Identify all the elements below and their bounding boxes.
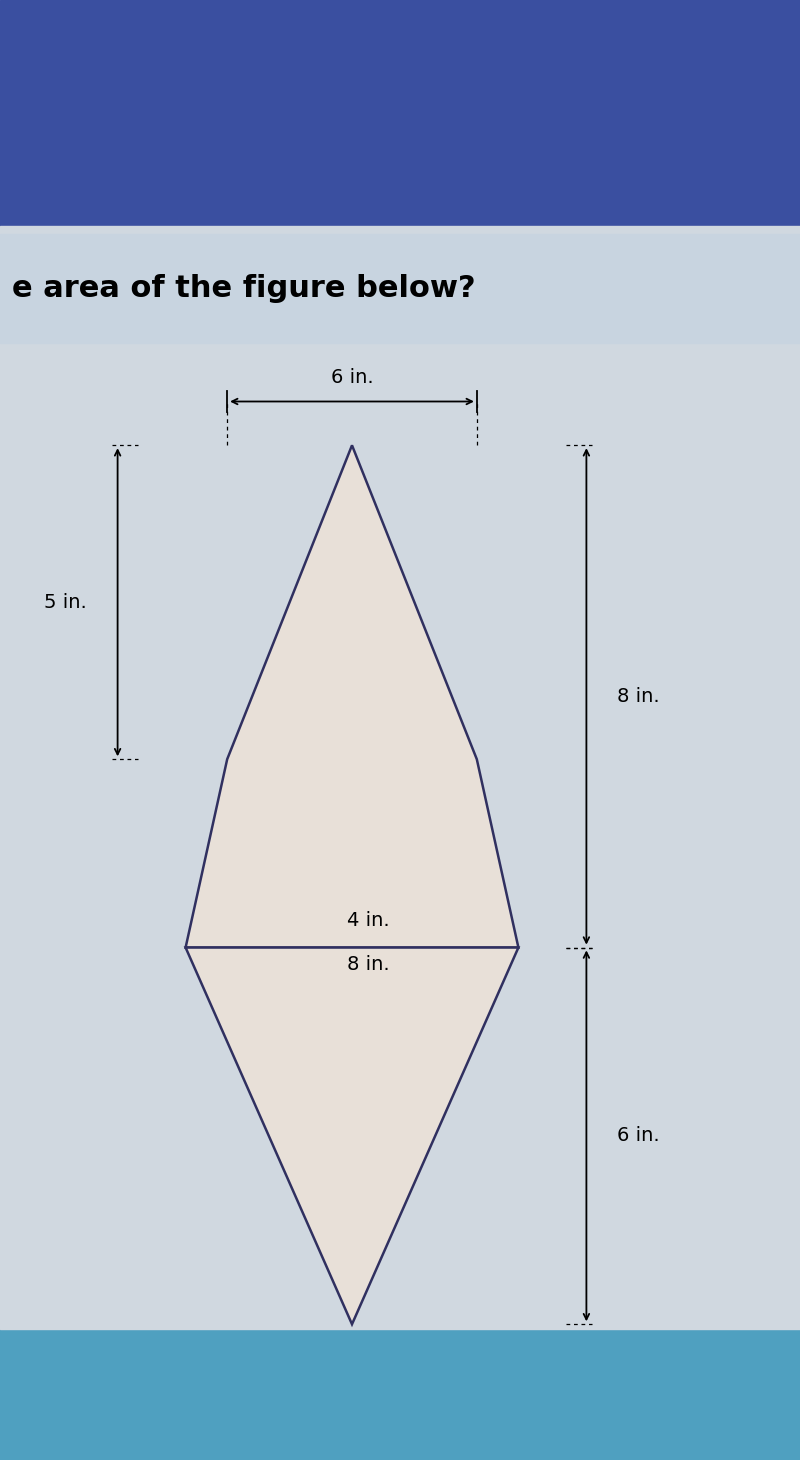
Text: 6 in.: 6 in. <box>617 1126 659 1146</box>
Text: 8 in.: 8 in. <box>617 686 659 707</box>
Bar <box>0 1329 800 1460</box>
Text: 4 in.: 4 in. <box>346 911 390 930</box>
Text: 5 in.: 5 in. <box>45 593 87 612</box>
Polygon shape <box>186 445 518 948</box>
Text: e area of the figure below?: e area of the figure below? <box>12 274 476 302</box>
Bar <box>0 226 800 1329</box>
Polygon shape <box>186 948 518 1324</box>
Bar <box>0 0 800 226</box>
Bar <box>0 234 800 343</box>
Text: 6 in.: 6 in. <box>330 368 374 387</box>
Text: 8 in.: 8 in. <box>346 955 390 974</box>
